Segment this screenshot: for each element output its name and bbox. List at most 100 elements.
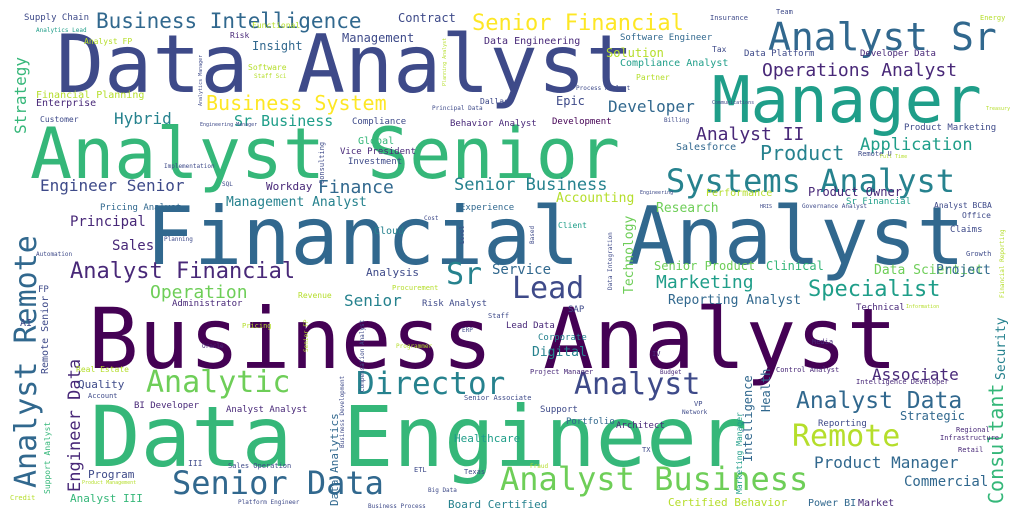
cloud-word: TX xyxy=(642,446,651,454)
cloud-word: Intelligence xyxy=(741,375,755,462)
cloud-word: III xyxy=(188,459,203,468)
cloud-word: Account xyxy=(88,392,118,400)
cloud-word: Credit xyxy=(10,494,35,502)
cloud-word: Quality xyxy=(78,378,125,391)
cloud-word: Automation xyxy=(36,251,73,258)
cloud-word: Financial Analyst xyxy=(146,190,965,283)
cloud-word: Business Intelligence xyxy=(96,9,362,33)
cloud-word: HRIS xyxy=(760,204,772,210)
cloud-word: Analyst FP xyxy=(84,37,132,46)
cloud-word: Sales xyxy=(112,238,154,254)
cloud-word: Engineer Senior xyxy=(40,176,185,195)
cloud-word: Data Engineering xyxy=(484,36,580,47)
cloud-word: Product Manager xyxy=(814,453,959,472)
cloud-word: Engineer Data xyxy=(65,359,85,492)
cloud-word: Health xyxy=(759,369,773,412)
cloud-word: Product Marketing xyxy=(904,123,996,133)
cloud-word: Client xyxy=(558,221,587,230)
cloud-word: Consulting xyxy=(318,142,326,184)
cloud-word: Data Scientist xyxy=(874,263,984,278)
cloud-word: Analytic xyxy=(146,365,291,400)
cloud-word: Application xyxy=(860,135,973,155)
cloud-word: Analytics Lead xyxy=(36,27,87,34)
cloud-word: Remote U xyxy=(858,150,892,158)
cloud-word: Support Analyst xyxy=(43,422,52,494)
cloud-word: Compliance Analyst xyxy=(620,58,728,69)
cloud-word: Global xyxy=(358,136,394,147)
cloud-word: Analyst Business xyxy=(500,460,808,498)
cloud-word: Tax xyxy=(712,45,727,54)
cloud-word: Solution xyxy=(606,46,664,60)
cloud-word: Compliance xyxy=(352,117,406,127)
cloud-word: Security xyxy=(994,317,1009,380)
cloud-word: Data Analyst xyxy=(56,18,634,111)
cloud-word: Data Platform xyxy=(744,49,814,59)
cloud-word: Business Process xyxy=(368,503,426,510)
cloud-word: Marketing Manager xyxy=(735,412,744,494)
cloud-word: Clinical xyxy=(766,259,824,273)
cloud-word: Accounting xyxy=(556,191,634,206)
cloud-word: Supply Chain xyxy=(24,13,89,23)
cloud-word: Engineering Manager xyxy=(200,122,257,128)
cloud-word: Research xyxy=(656,201,719,216)
cloud-word: Management xyxy=(342,31,414,45)
cloud-word: Contract xyxy=(398,11,456,25)
cloud-word: Texas xyxy=(464,468,485,476)
cloud-word: Analyst xyxy=(574,367,700,402)
cloud-word: VP xyxy=(694,400,702,408)
cloud-word: Product Management xyxy=(82,480,136,486)
cloud-word: Lead xyxy=(512,271,584,306)
cloud-word: Corporate xyxy=(538,333,587,343)
cloud-word: Analyst II xyxy=(696,124,804,145)
cloud-word: ERP xyxy=(462,327,473,334)
cloud-word: Principal xyxy=(70,214,146,230)
cloud-word: Oracle xyxy=(202,343,224,350)
cloud-word: Revenue xyxy=(298,291,332,300)
cloud-word: Reporting Analyst xyxy=(668,293,801,308)
cloud-word: Insight xyxy=(252,39,303,53)
cloud-word: Architect xyxy=(616,421,665,431)
cloud-word: Systems Analyst xyxy=(666,162,955,200)
cloud-word: Senior xyxy=(344,291,402,310)
cloud-word: Implementation xyxy=(164,163,215,170)
cloud-word: Service xyxy=(492,262,551,278)
cloud-word: Fraud xyxy=(530,463,548,470)
cloud-word: Senior FP xyxy=(303,319,310,352)
cloud-word: Information xyxy=(906,304,939,310)
cloud-word: Reporting xyxy=(818,419,867,429)
cloud-word: Data Analytics xyxy=(328,413,341,506)
cloud-word: Developer Data xyxy=(860,49,936,59)
cloud-word: Staff xyxy=(488,312,509,320)
cloud-word: Specialist xyxy=(808,277,940,302)
cloud-word: Associate xyxy=(872,365,959,384)
cloud-word: Media xyxy=(812,338,833,346)
cloud-word: Consultant xyxy=(984,384,1008,504)
cloud-word: Healthcare xyxy=(454,432,520,445)
cloud-word: Planning Analyst xyxy=(442,38,448,86)
cloud-word: Operations Analyst xyxy=(762,60,957,81)
cloud-word: Engineering xyxy=(640,190,673,196)
cloud-word: Office xyxy=(962,211,991,220)
cloud-word: BI Developer xyxy=(134,401,200,411)
cloud-word: Hybrid xyxy=(114,109,172,128)
cloud-word: Platform Engineer xyxy=(238,499,300,506)
cloud-word: Data Integration xyxy=(607,232,614,290)
cloud-word: Energy xyxy=(980,14,1005,22)
cloud-word: Senior Associate xyxy=(464,394,531,402)
cloud-word: Portfolio xyxy=(566,417,615,427)
cloud-word: Analyst Data xyxy=(796,388,962,414)
cloud-word: Analyst Sr xyxy=(768,15,997,59)
cloud-word: Project xyxy=(936,263,991,278)
cloud-word: Analyst Remote xyxy=(9,235,44,488)
cloud-word: Cloud xyxy=(374,226,404,237)
cloud-word: Power BI xyxy=(808,498,856,509)
cloud-word: ETL xyxy=(414,466,427,474)
cloud-word: Data Engineer xyxy=(90,388,747,486)
cloud-word: Senior Product xyxy=(654,259,755,273)
cloud-word: Support xyxy=(540,405,578,415)
cloud-word: Board Certified xyxy=(448,498,547,511)
cloud-word: Growth xyxy=(966,250,991,258)
cloud-word: Level xyxy=(459,226,466,244)
cloud-word: Billing xyxy=(664,117,690,124)
cloud-word: Cost xyxy=(424,215,439,222)
